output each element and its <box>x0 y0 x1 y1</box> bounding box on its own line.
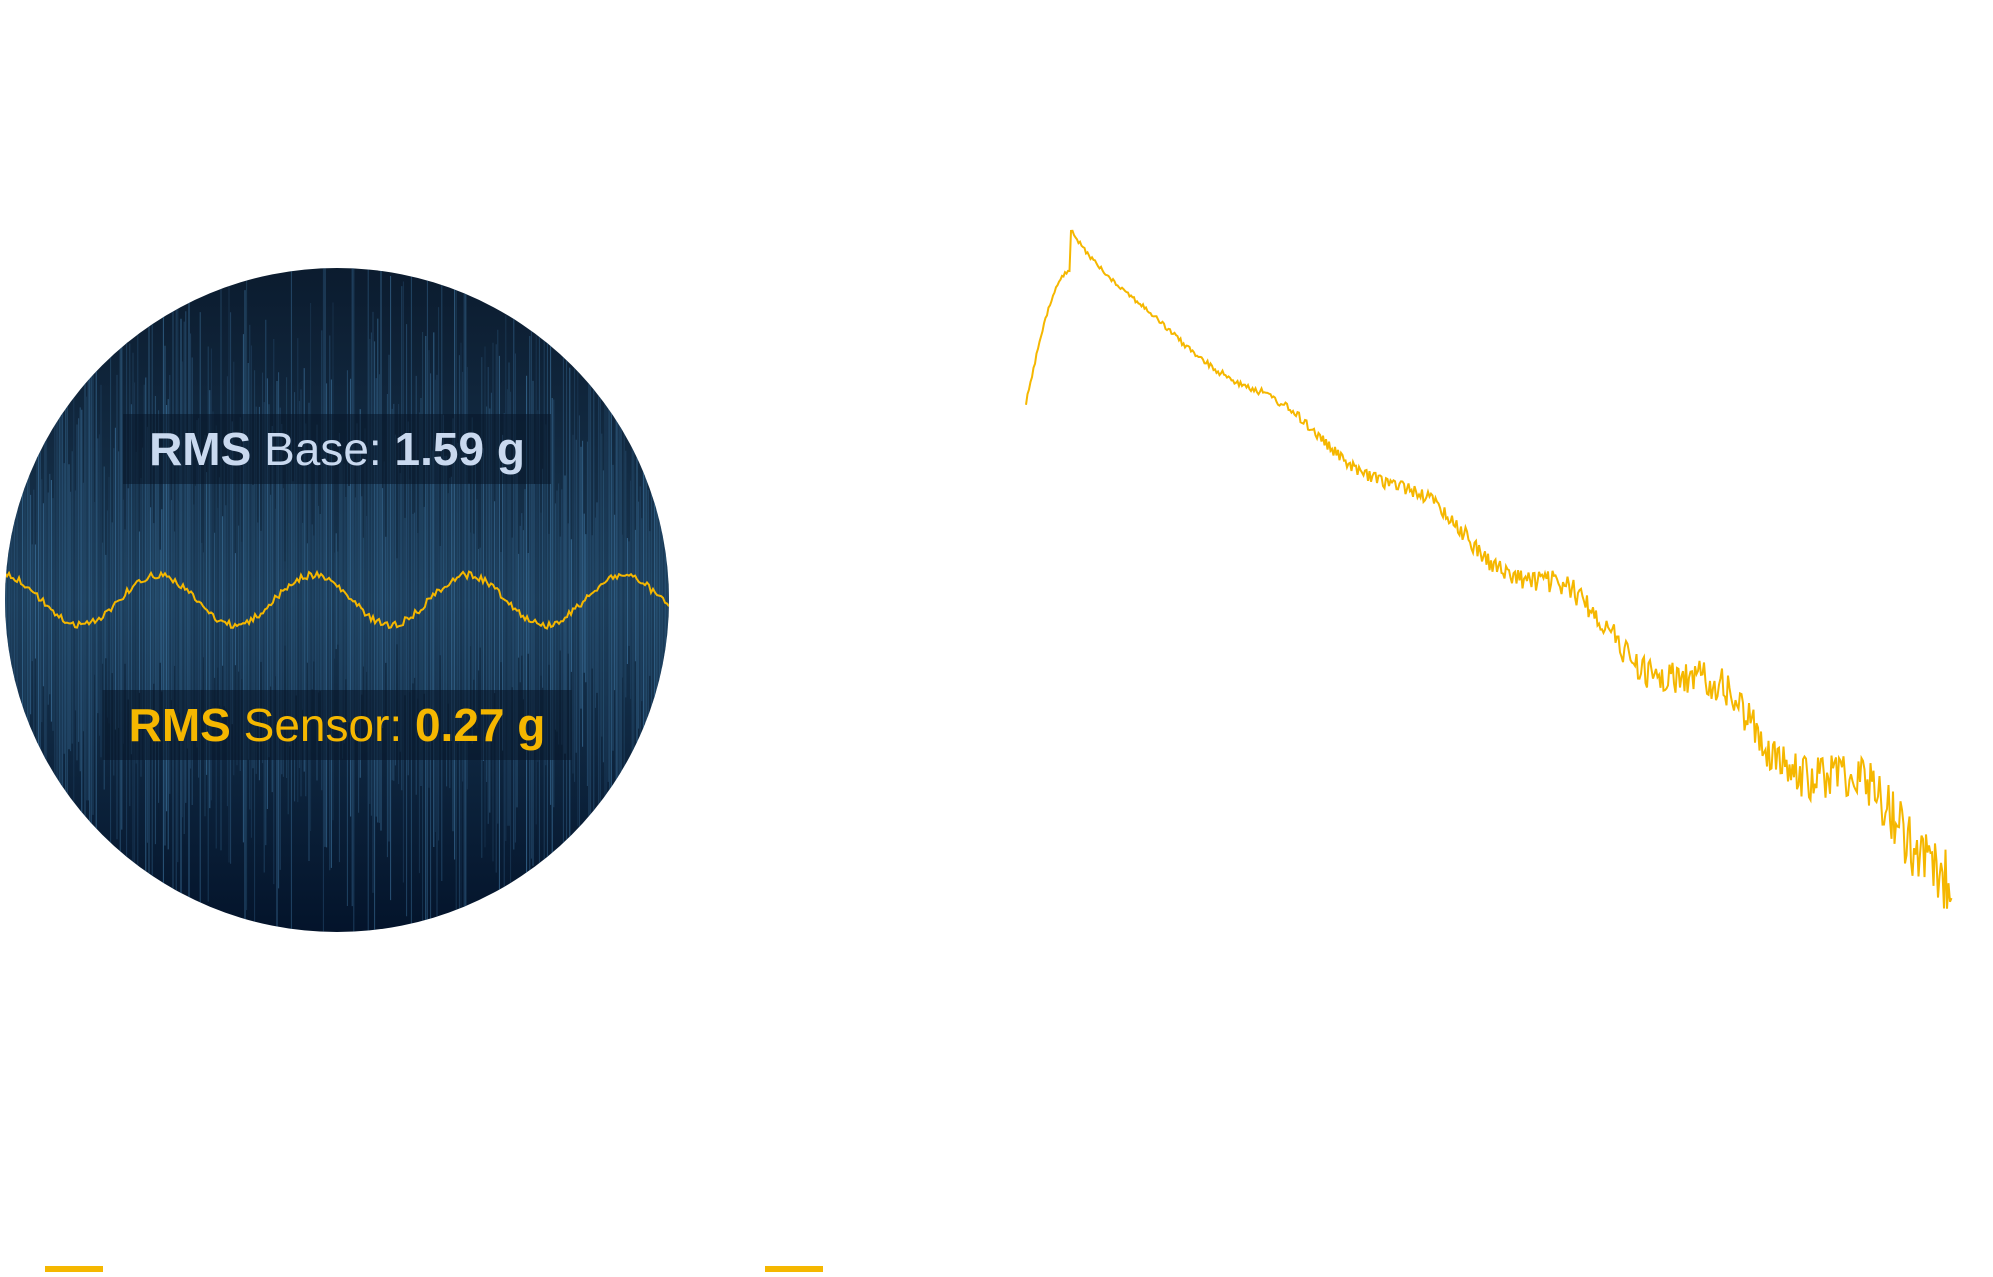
rms-base-label: RMS Base: 1.59 g <box>123 414 551 484</box>
rms-label: RMS <box>128 699 231 751</box>
tab-indicator <box>765 1266 823 1272</box>
rms-name: Sensor: <box>243 699 403 751</box>
rms-sensor-label: RMS Sensor: 0.27 g <box>102 690 572 760</box>
spectrum-line <box>1025 229 1953 909</box>
sensor-signal <box>5 569 669 630</box>
rms-value: 0.27 g <box>414 699 546 751</box>
vibration-view <box>5 268 669 932</box>
rms-value: 1.59 g <box>394 423 525 475</box>
tab-indicator <box>45 1266 103 1272</box>
rms-name: Base: <box>264 423 382 475</box>
rms-label: RMS <box>149 423 252 475</box>
